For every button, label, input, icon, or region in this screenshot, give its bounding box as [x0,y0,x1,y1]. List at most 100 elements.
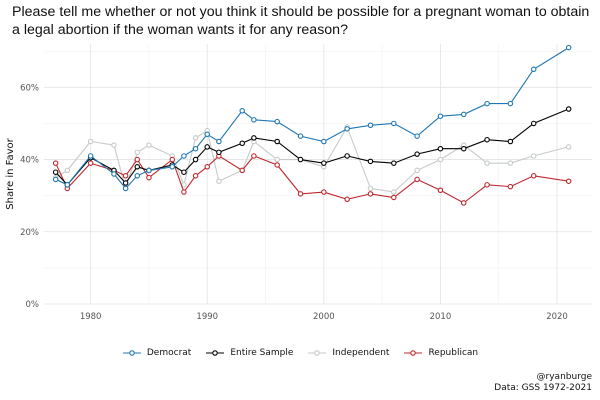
legend-label-independent: Independent [332,348,390,358]
data-point-entire-sample [484,136,490,143]
data-point-entire-sample [192,156,199,163]
data-point-entire-sample [437,145,444,152]
data-point-democrat [297,133,304,139]
data-point-republican [565,178,572,184]
data-point-independent [64,167,71,174]
legend-item-entire-sample: Entire Sample [205,348,293,358]
data-point-republican [437,187,444,194]
legend-key-republican [404,350,423,356]
data-point-democrat [251,117,257,123]
legend-item-independent: Independent [307,348,389,358]
y-tick-label: 60% [20,83,39,93]
data-point-independent [565,144,572,150]
data-point-entire-sample [565,106,572,112]
data-point-democrat [64,182,71,188]
series-line-entire-sample [55,108,569,186]
data-point-democrat [169,164,176,170]
data-point-democrat [111,171,117,177]
data-point-republican [134,156,141,163]
legend-label-democrat: Democrat [146,348,192,358]
data-point-entire-sample [204,144,210,150]
legend-key-democrat [122,350,141,356]
data-point-independent [192,135,199,141]
data-point-entire-sample [414,151,420,157]
y-tick-label: 40% [20,156,39,166]
data-point-entire-sample [297,156,304,163]
data-point-republican [297,191,304,197]
data-point-independent [274,156,280,163]
data-point-entire-sample [274,138,280,145]
data-point-democrat [146,167,152,174]
data-point-independent [146,142,152,148]
data-point-republican [169,156,176,163]
data-point-republican [321,189,327,195]
legend-key-independent [308,350,327,356]
data-point-republican [414,176,420,183]
data-point-independent [367,185,374,192]
data-point-entire-sample [122,180,129,186]
data-point-republican [484,182,490,188]
x-tick-label: 1980 [80,312,102,322]
data-point-republican [460,200,467,206]
data-point-democrat [507,100,514,107]
data-point-independent [87,138,94,145]
data-point-democrat [216,138,222,145]
data-point-democrat [530,66,537,73]
data-point-entire-sample [321,160,327,166]
data-point-democrat [239,108,245,114]
data-point-republican [122,173,129,179]
data-point-republican [87,160,94,166]
data-point-independent [216,178,222,184]
chart-title: Please tell me whether or not you think … [12,4,590,38]
legend-key-entire-sample [206,350,225,356]
data-point-entire-sample [507,138,514,145]
data-point-independent [484,160,490,166]
legend-item-republican: Republican [403,348,478,358]
x-tick-label: 2010 [430,312,452,322]
data-point-entire-sample [181,169,187,175]
data-point-democrat [437,113,444,119]
data-point-democrat [414,133,420,139]
data-point-independent [507,160,514,166]
data-point-republican [204,164,210,170]
data-point-democrat [52,176,59,183]
data-point-republican [239,167,245,174]
data-point-democrat [484,100,490,107]
x-tick-label: 1990 [196,312,218,322]
data-point-entire-sample [239,140,245,147]
data-point-republican [344,196,350,203]
data-point-entire-sample [134,164,141,170]
data-point-republican [146,174,152,181]
data-point-democrat [274,118,280,125]
data-point-independent [437,156,444,163]
data-point-democrat [204,131,210,138]
data-point-democrat [87,153,94,159]
legend-label-republican: Republican [428,348,479,358]
data-point-republican [507,183,514,190]
data-point-democrat [192,145,199,152]
y-tick-label: 20% [20,228,39,238]
data-point-independent [391,189,397,195]
data-point-democrat [344,126,350,132]
data-point-entire-sample [344,153,350,159]
x-tick-label: 2020 [546,312,568,322]
data-point-entire-sample [367,158,374,165]
data-point-independent [111,142,117,148]
data-point-republican [251,153,257,159]
data-point-entire-sample [251,135,257,141]
data-point-independent [414,167,420,174]
data-point-republican [274,162,280,168]
data-point-republican [391,194,397,201]
data-point-democrat [122,185,129,192]
data-point-democrat [391,120,397,127]
data-point-republican [181,189,187,195]
data-point-republican [530,173,537,179]
data-point-democrat [367,122,374,129]
data-point-entire-sample [530,120,537,127]
data-point-entire-sample [460,145,467,152]
legend-item-democrat: Democrat [122,348,191,358]
data-point-democrat [134,173,141,179]
data-point-democrat [321,138,327,145]
data-point-democrat [181,153,187,159]
